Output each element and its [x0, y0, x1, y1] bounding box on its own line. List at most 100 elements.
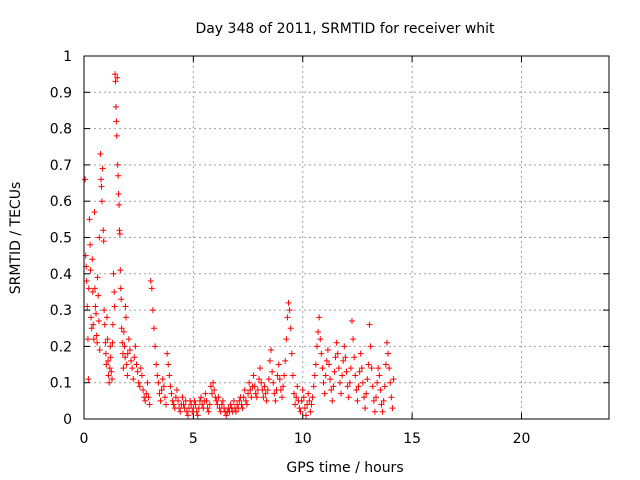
data-point — [183, 408, 190, 415]
data-point — [120, 328, 127, 335]
data-point — [343, 368, 350, 375]
y-tick-labels: 0 0.1 0.2 0.3 0.4 0.5 0.6 0.7 0.8 0.9 1 — [50, 49, 72, 428]
data-point — [259, 386, 266, 393]
data-point — [388, 394, 395, 401]
data-point — [346, 379, 353, 386]
data-point — [364, 376, 371, 383]
data-point — [299, 386, 306, 393]
data-point — [265, 376, 272, 383]
data-point — [151, 325, 157, 332]
data-point — [91, 285, 98, 292]
data-point — [268, 347, 275, 354]
data-point — [390, 376, 397, 383]
data-point — [382, 361, 389, 368]
data-point — [287, 325, 294, 332]
data-point — [330, 383, 337, 390]
data-point — [103, 361, 110, 368]
data-point — [256, 376, 262, 383]
data-point — [191, 397, 198, 404]
data-point — [113, 118, 120, 125]
data-point — [260, 394, 267, 401]
data-point — [311, 372, 318, 379]
data-point — [272, 397, 279, 404]
data-point — [376, 372, 383, 379]
data-point — [102, 339, 109, 346]
data-point — [293, 394, 300, 401]
data-point — [362, 405, 369, 412]
data-point — [100, 238, 107, 245]
data-point — [84, 336, 91, 343]
data-point — [387, 379, 394, 386]
data-point — [367, 343, 374, 350]
data-point — [317, 336, 324, 343]
data-point — [88, 325, 95, 332]
y-tick-label: 0.8 — [50, 122, 72, 138]
data-point — [173, 386, 180, 393]
data-point — [101, 321, 108, 328]
data-point — [282, 357, 289, 364]
data-point — [152, 343, 159, 350]
data-point — [198, 394, 205, 401]
data-point — [353, 386, 360, 393]
data-point — [219, 397, 226, 404]
data-point — [86, 216, 93, 223]
data-point — [110, 270, 117, 277]
data-point — [374, 379, 381, 386]
data-point — [133, 361, 140, 368]
data-point — [236, 397, 243, 404]
data-point — [199, 401, 206, 408]
x-tick-labels: 0 5 10 15 20 — [80, 431, 531, 447]
data-point — [210, 379, 217, 386]
data-point — [248, 394, 255, 401]
data-point — [121, 343, 128, 350]
data-point — [258, 379, 265, 386]
data-point — [251, 383, 258, 390]
data-point — [328, 386, 335, 393]
data-point — [348, 317, 355, 324]
data-point — [340, 357, 347, 364]
y-tick-label: 0.4 — [50, 267, 72, 283]
data-point — [163, 401, 170, 408]
data-point — [351, 354, 358, 361]
data-points — [82, 71, 397, 419]
y-tick-label: 0.7 — [50, 158, 72, 174]
data-point — [177, 408, 184, 415]
data-point — [245, 390, 252, 397]
data-point — [112, 78, 119, 85]
data-point — [211, 386, 218, 393]
data-point — [380, 397, 387, 404]
data-point — [289, 372, 296, 379]
data-point — [252, 390, 259, 397]
data-point — [149, 307, 156, 314]
data-point — [93, 332, 100, 339]
data-point — [238, 401, 245, 408]
data-point — [91, 209, 98, 216]
data-point — [123, 361, 130, 368]
data-point — [135, 379, 142, 386]
data-point — [350, 336, 357, 343]
y-tick-label: 1 — [63, 49, 72, 65]
data-point — [339, 372, 346, 379]
data-point — [257, 365, 264, 372]
data-point — [109, 339, 116, 346]
data-point — [102, 350, 109, 357]
data-point — [115, 190, 122, 197]
data-point — [378, 401, 385, 408]
data-point — [322, 372, 329, 379]
data-point — [215, 394, 222, 401]
data-point — [89, 288, 96, 295]
data-point — [370, 397, 377, 404]
data-point — [324, 347, 331, 354]
data-point — [266, 357, 273, 364]
data-point — [207, 383, 214, 390]
data-point — [157, 397, 164, 404]
data-point — [357, 350, 364, 357]
data-point — [170, 401, 177, 408]
plot-frame — [83, 55, 610, 420]
data-point — [83, 278, 90, 285]
data-point — [250, 372, 257, 379]
data-point — [321, 390, 328, 397]
data-point — [109, 321, 116, 328]
data-point — [84, 303, 91, 310]
